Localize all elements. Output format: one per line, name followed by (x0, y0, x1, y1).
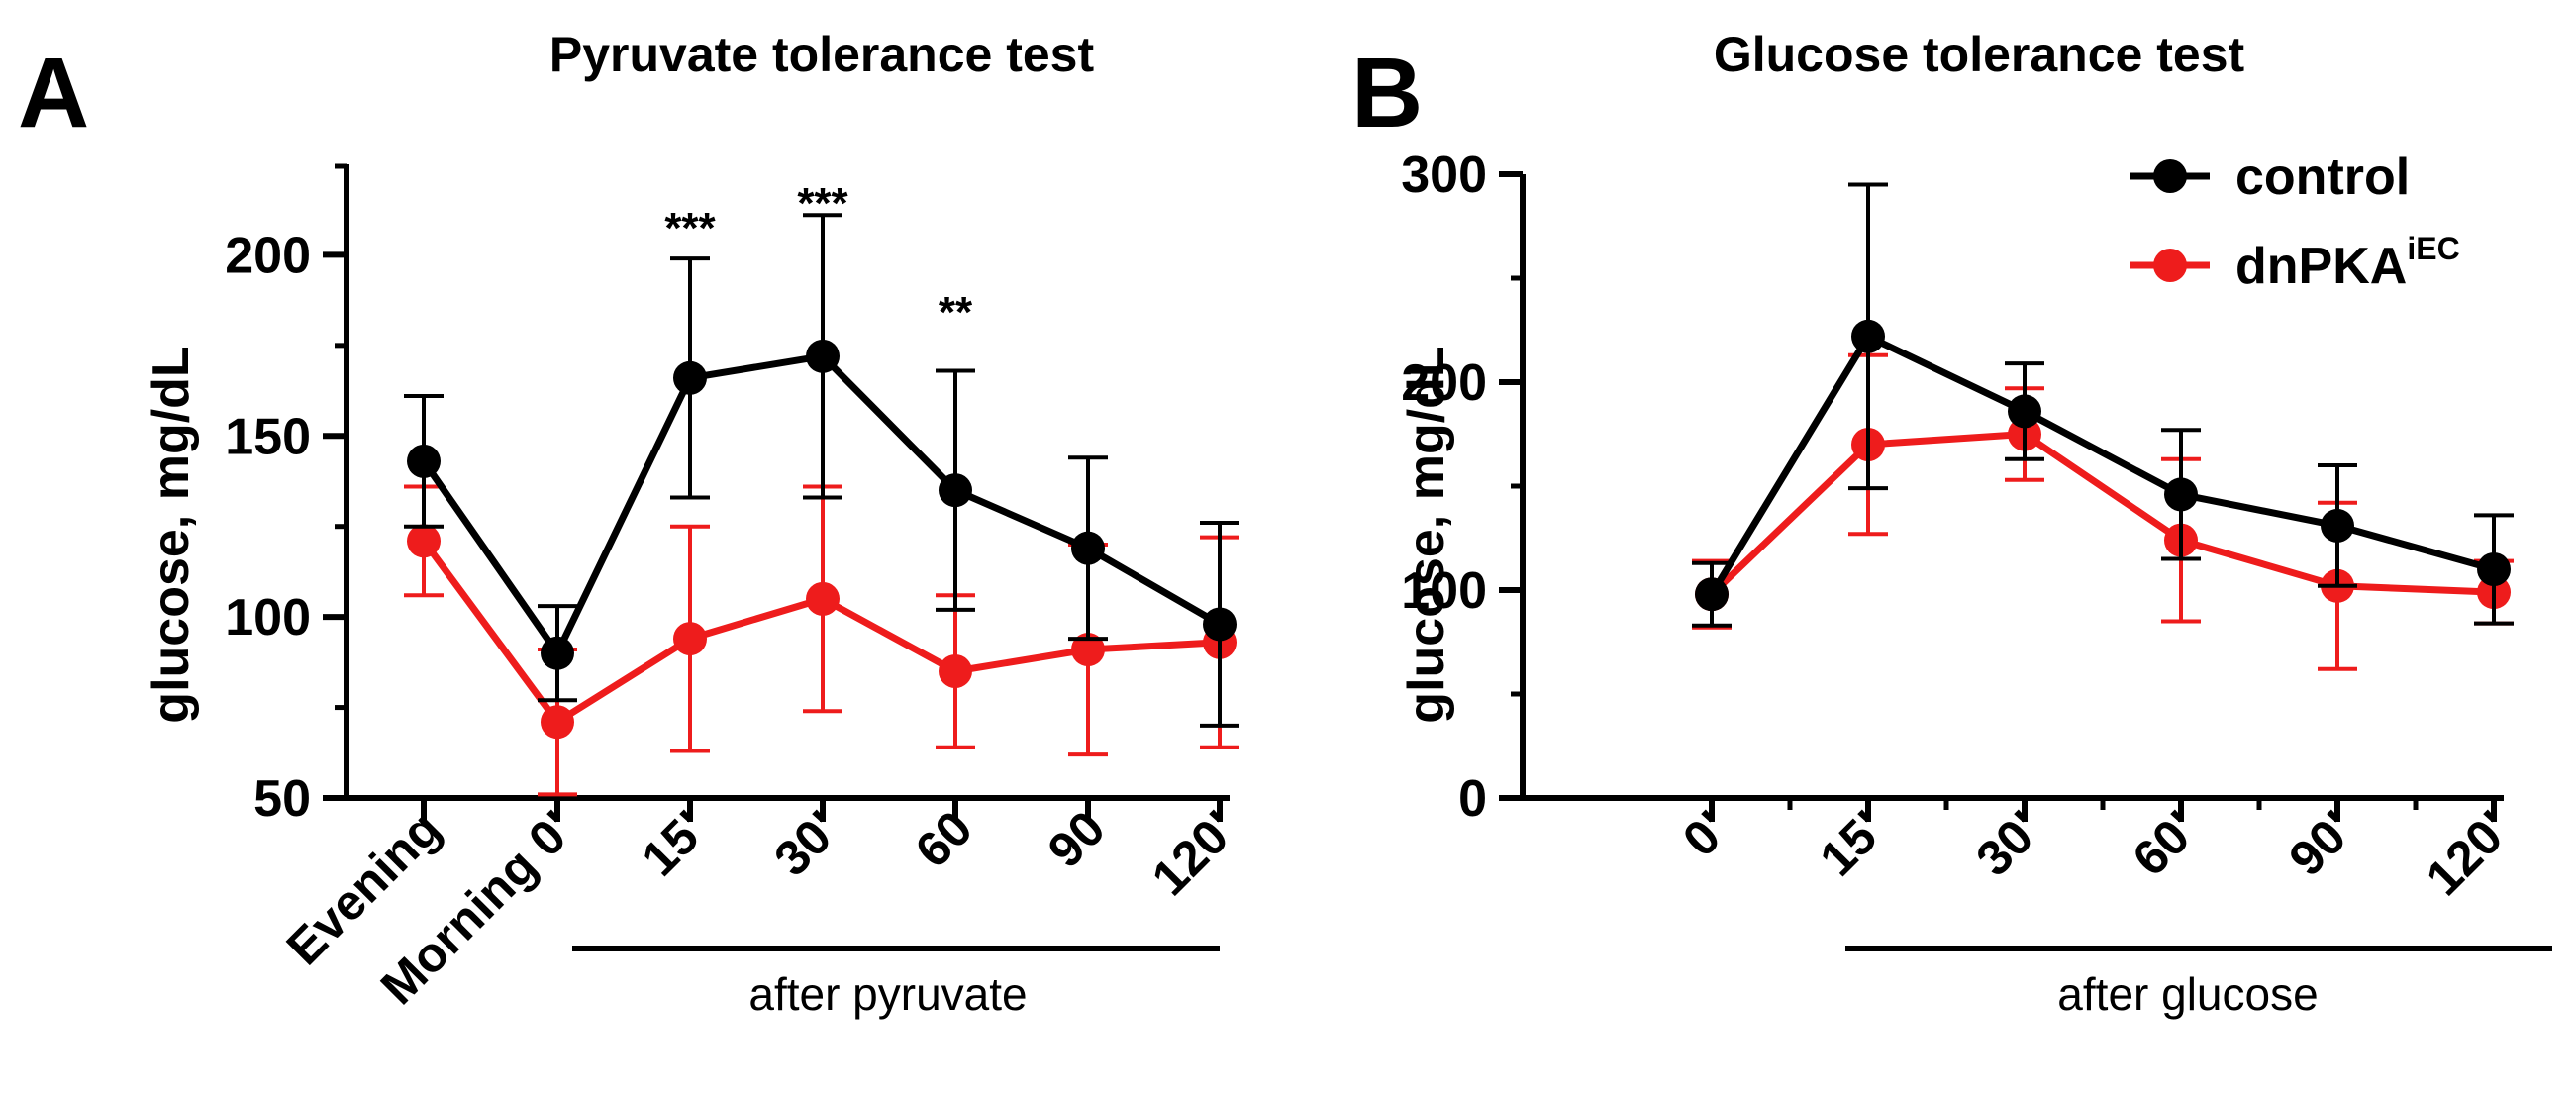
significance-marker: *** (664, 204, 716, 252)
y-tick-label: 200 (225, 227, 311, 284)
control-data-point (1695, 577, 1729, 611)
y-tick-label: 150 (225, 408, 311, 465)
significance-marker: *** (797, 179, 848, 228)
control-data-point (673, 361, 707, 395)
control-data-point (2164, 477, 2198, 511)
x-tick-label: 15' (631, 800, 717, 886)
x-tick-label: 60 (905, 800, 983, 878)
x-tick-label: 0' (1672, 800, 1739, 867)
panel-b-title: Glucose tolerance test (1714, 27, 2245, 82)
panel-b-chart: Glucose tolerance test glucose, mg/dL 01… (1398, 27, 2552, 1020)
control-data-point (2008, 394, 2041, 428)
panel-b-letter: B (1351, 38, 1423, 149)
x-tick-label: 90' (2278, 800, 2364, 886)
legend-control-label: control (2235, 149, 2410, 206)
y-tick-label: 100 (225, 589, 311, 647)
legend-dnpka-base: dnPKA (2235, 238, 2407, 295)
panel-a-chart: Pyruvate tolerance test glucose, mg/dL 5… (143, 27, 1247, 1020)
y-tick-label: 0 (1458, 770, 1487, 828)
legend: control dnPKAiEC (2130, 149, 2460, 295)
x-tick-label: 30' (763, 800, 849, 886)
control-data-point (541, 637, 574, 670)
y-tick-label: 200 (1401, 354, 1487, 412)
control-data-point (1851, 320, 1885, 353)
panel-a-group-label: after pyruvate (748, 968, 1027, 1020)
x-tick-label: 30' (1965, 800, 2051, 886)
control-data-point (1071, 532, 1105, 565)
figure: A B Pyruvate tolerance test glucose, mg/… (0, 0, 2576, 1099)
panel-a-title: Pyruvate tolerance test (549, 27, 1095, 82)
legend-control-marker (2153, 159, 2187, 193)
dnpka-data-point (541, 705, 574, 739)
control-data-point (2321, 509, 2354, 543)
panel-a-y-axis-label: glucose, mg/dL (143, 346, 200, 723)
x-tick-label: 90 (1038, 800, 1116, 878)
panel-a-series (404, 215, 1239, 794)
control-data-point (939, 473, 972, 507)
dnpka-data-point (673, 622, 707, 655)
x-tick-label: 60' (2122, 800, 2208, 886)
legend-dnpka-superscript: iEC (2407, 231, 2459, 266)
control-data-point (2477, 552, 2511, 586)
dnpka-data-point (939, 654, 972, 688)
control-series-line (1712, 337, 2494, 594)
legend-dnpka-marker (2153, 249, 2187, 282)
x-tick-label: 15' (1809, 800, 1895, 886)
y-tick-label: 100 (1401, 562, 1487, 620)
legend-dnpka-label: dnPKAiEC (2235, 231, 2460, 295)
x-tick-label: 120' (2416, 800, 2522, 906)
dnpka-series-line (1712, 435, 2494, 595)
panel-b-group-label: after glucose (2057, 968, 2318, 1020)
control-data-point (1203, 607, 1237, 641)
control-data-point (806, 340, 840, 373)
x-tick-label: 120' (1141, 800, 1247, 906)
control-data-point (407, 445, 441, 478)
dnpka-data-point (407, 524, 441, 557)
dnpka-data-point (806, 582, 840, 616)
y-tick-label: 300 (1401, 147, 1487, 204)
y-tick-label: 50 (253, 770, 311, 828)
significance-marker: ** (939, 288, 973, 337)
panel-a-letter: A (18, 38, 89, 149)
